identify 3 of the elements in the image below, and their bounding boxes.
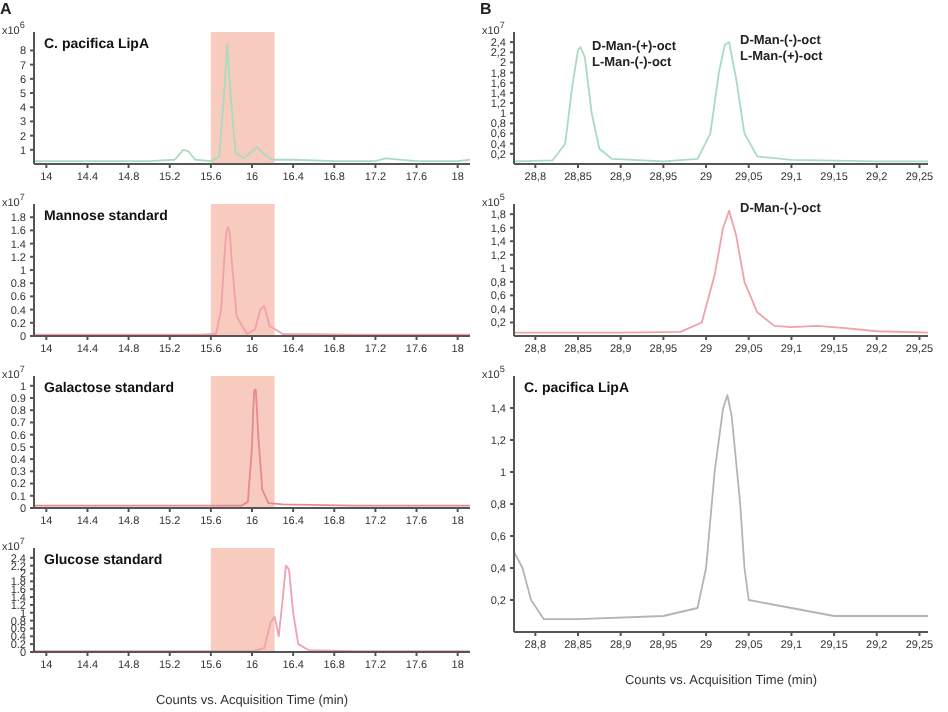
text: A <box>0 0 12 20</box>
line-series <box>514 394 928 621</box>
text: B <box>480 0 492 20</box>
